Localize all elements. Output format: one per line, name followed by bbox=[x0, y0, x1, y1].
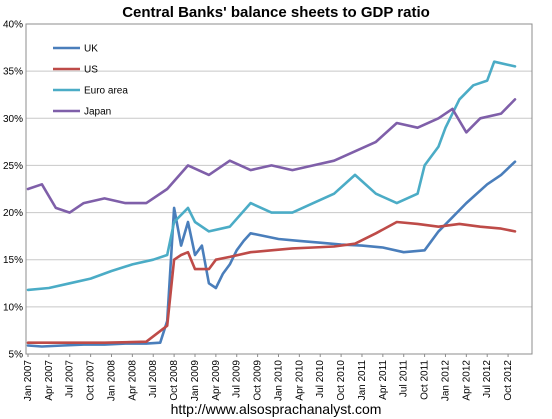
legend-label: US bbox=[84, 65, 98, 76]
y-tick-label: 30% bbox=[3, 114, 23, 125]
x-tick-label: Jan 2012 bbox=[440, 360, 451, 402]
y-tick-label: 35% bbox=[3, 67, 23, 78]
x-tick-label: Apr 2009 bbox=[211, 360, 222, 401]
x-axis-tick-labels: Jan 2007 Apr 2007 Jul 2007 Oct 2007 Jan 2008… bbox=[23, 354, 514, 401]
x-tick-label: Apr 2011 bbox=[378, 360, 389, 400]
x-tick-label: Oct 2007 bbox=[86, 360, 97, 401]
y-tick-label: 40% bbox=[3, 20, 23, 31]
series-line-us bbox=[26, 220, 517, 345]
x-tick-label: Jul 2012 bbox=[482, 360, 493, 398]
legend-label: Euro area bbox=[84, 86, 128, 97]
x-tick-label: Jul 2009 bbox=[232, 360, 243, 398]
x-tick-label: Oct 2011 bbox=[420, 360, 431, 400]
x-tick-label: Apr 2010 bbox=[294, 360, 305, 401]
y-tick-label: 20% bbox=[3, 208, 23, 219]
y-tick-label: 10% bbox=[3, 302, 23, 313]
chart-title: Central Banks' balance sheets to GDP rat… bbox=[122, 4, 430, 21]
legend: UK US Euro area Japan bbox=[53, 44, 128, 118]
x-tick-label: Oct 2009 bbox=[253, 360, 264, 401]
x-tick-label: Apr 2007 bbox=[44, 360, 55, 401]
x-tick-label: Jan 2011 bbox=[357, 360, 368, 401]
source-url: http://www.alsosprachanalyst.com bbox=[171, 401, 382, 417]
x-tick-label: Jul 2010 bbox=[315, 360, 326, 398]
y-tick-label: 5% bbox=[9, 350, 24, 361]
y-tick-label: 25% bbox=[3, 161, 23, 172]
y-tick-label: 15% bbox=[3, 255, 23, 266]
x-tick-label: Jan 2009 bbox=[190, 360, 201, 402]
legend-label: Japan bbox=[84, 107, 111, 118]
x-tick-label: Jul 2011 bbox=[399, 360, 410, 398]
series-lines bbox=[26, 60, 517, 348]
x-tick-label: Jan 2010 bbox=[273, 360, 284, 402]
legend-label: UK bbox=[84, 44, 98, 55]
x-tick-label: Oct 2010 bbox=[336, 360, 347, 401]
x-tick-label: Jan 2008 bbox=[106, 360, 117, 402]
series-line-japan bbox=[26, 98, 517, 214]
x-tick-label: Apr 2008 bbox=[127, 360, 138, 401]
y-axis-tick-labels: 5% 10% 15% 20% 25% 30% 35% 40% bbox=[3, 20, 23, 361]
series-line-euro-area bbox=[26, 60, 517, 292]
x-tick-label: Jul 2007 bbox=[65, 360, 76, 398]
x-tick-label: Apr 2012 bbox=[461, 360, 472, 401]
x-tick-label: Jul 2008 bbox=[148, 360, 159, 398]
plot-area-border bbox=[25, 23, 533, 355]
x-tick-label: Oct 2012 bbox=[503, 360, 514, 401]
x-tick-label: Oct 2008 bbox=[169, 360, 180, 401]
x-tick-label: Jan 2007 bbox=[23, 360, 34, 402]
